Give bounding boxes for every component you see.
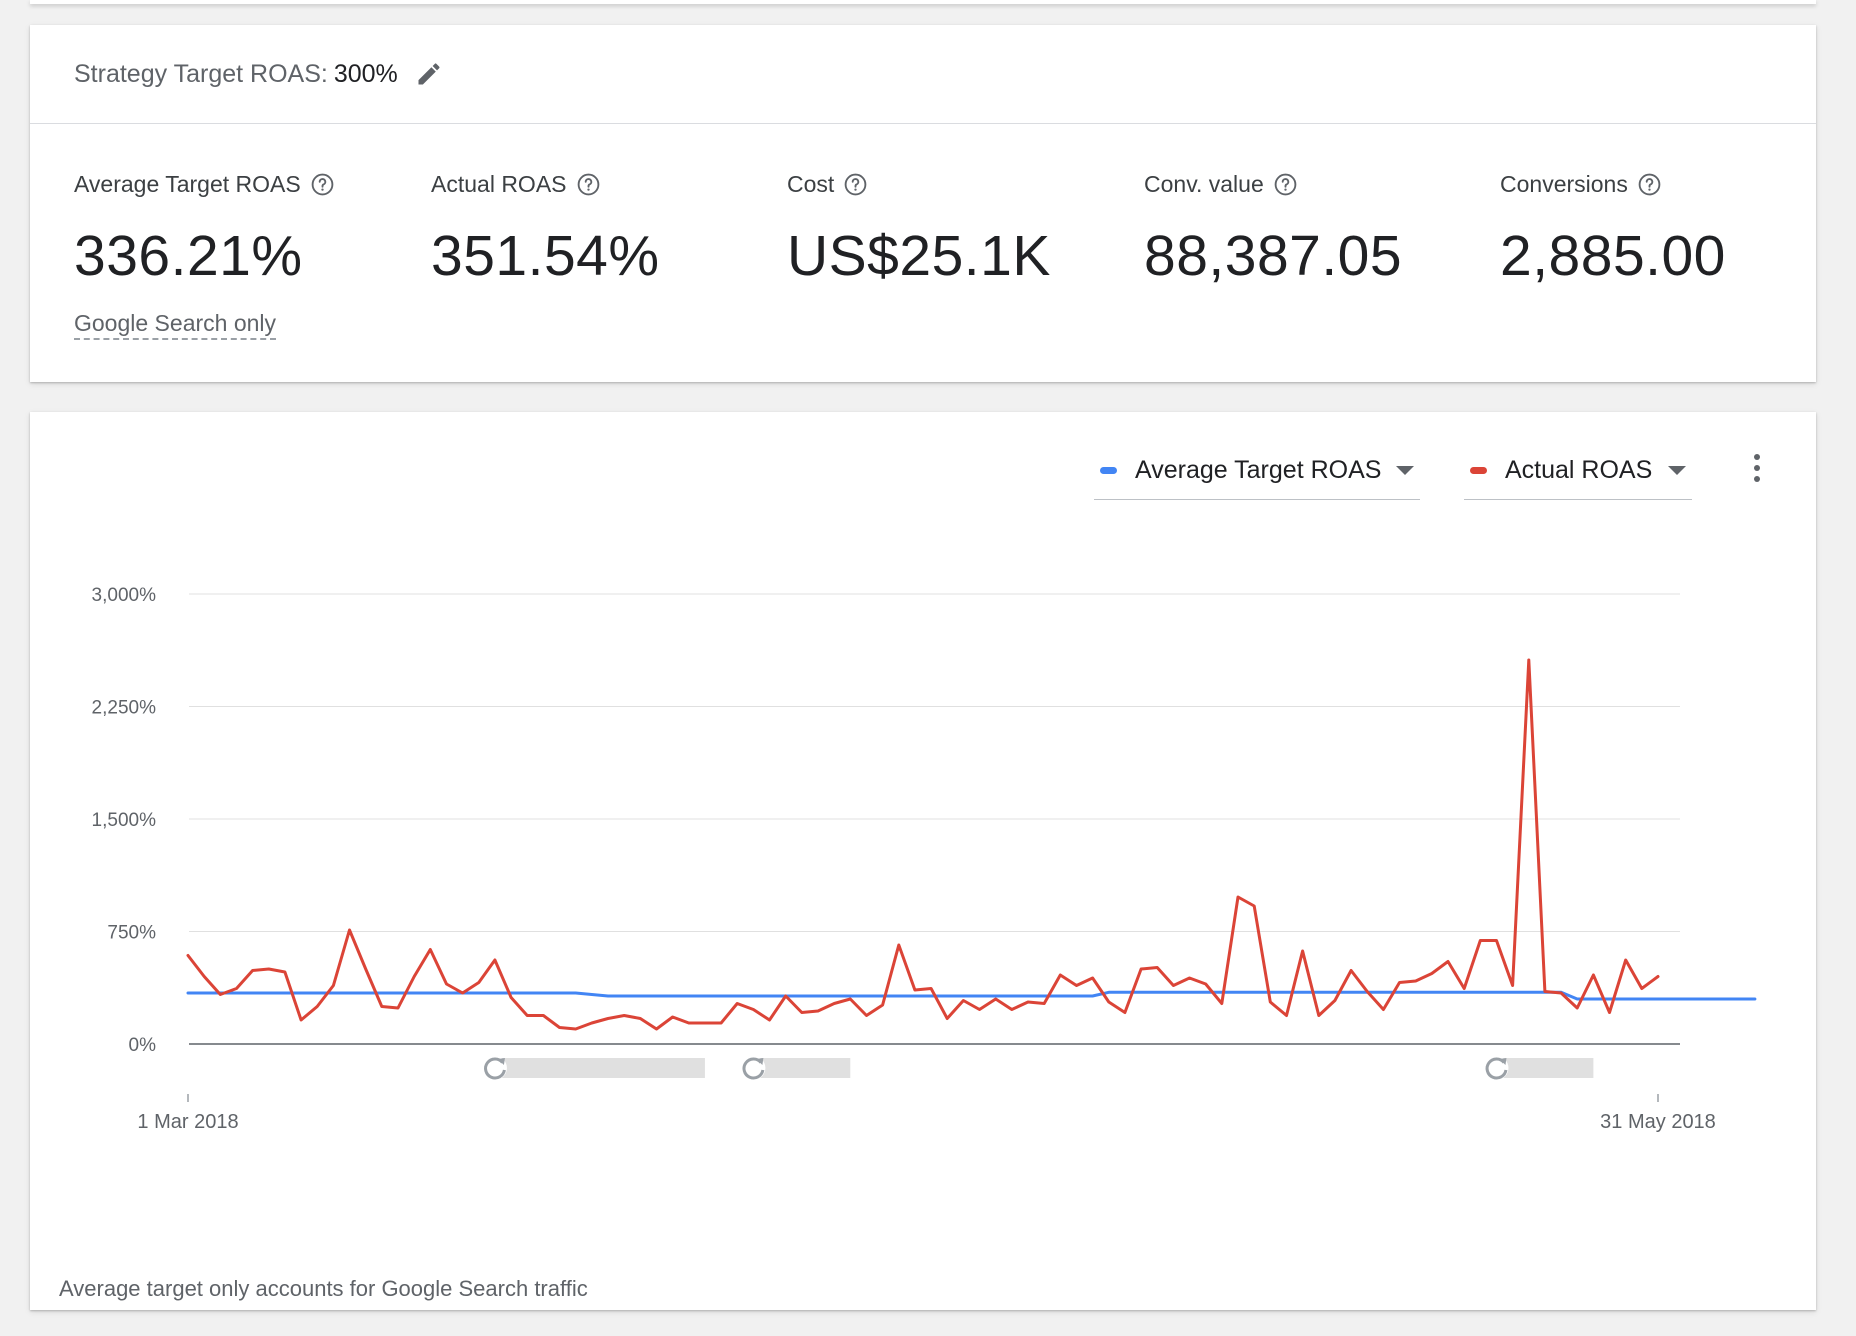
metric-label: Conv. value: [1144, 170, 1264, 197]
series2-metric-select[interactable]: Actual ROAS: [1464, 442, 1692, 500]
pencil-icon[interactable]: [412, 57, 446, 91]
roas-line-chart: 0% 750% 1,500% 2,250% 3,000% 1 Mar 2018 31 May…: [92, 585, 1757, 1133]
metrics-row: Average Target ROAS 336.21% Actual ROAS …: [30, 124, 1816, 381]
help-icon[interactable]: [843, 172, 868, 197]
series2-swatch: [1470, 467, 1487, 474]
metric-value: 336.21%: [74, 224, 303, 288]
help-icon[interactable]: [576, 172, 601, 197]
y-tick-label: 1,500%: [92, 810, 157, 831]
metric-label: Average Target ROAS: [74, 170, 301, 197]
metric-value: US$25.1K: [787, 224, 1051, 288]
refresh-icon[interactable]: [482, 1056, 507, 1080]
help-icon[interactable]: [1273, 172, 1298, 197]
series1-swatch: [1100, 467, 1117, 474]
y-tick-label: 3,000%: [92, 585, 157, 606]
metric-label: Actual ROAS: [431, 170, 567, 197]
metric-average-target-roas: Average Target ROAS 336.21%: [74, 170, 335, 288]
metric-label: Conversions: [1500, 170, 1628, 197]
strategy-change-bar: [753, 1058, 851, 1078]
refresh-icon[interactable]: [1484, 1056, 1509, 1080]
strategy-header: Strategy Target ROAS: 300%: [30, 25, 1816, 124]
chevron-down-icon: [1396, 466, 1414, 475]
chevron-down-icon: [1668, 466, 1686, 475]
strategy-change-bar: [494, 1058, 705, 1078]
strategy-change-bar: [1496, 1058, 1594, 1078]
metric-conv-value: Conv. value 88,387.05: [1144, 170, 1403, 289]
bid-strategy-summary-card: Strategy Target ROAS: 300% Average Targe…: [30, 25, 1816, 382]
strategy-target-label: Strategy Target ROAS:: [74, 59, 328, 88]
series1-metric-select[interactable]: Average Target ROAS: [1094, 442, 1420, 500]
average-target-roas-line: [186, 990, 1757, 1001]
metric-label: Cost: [787, 170, 835, 197]
metric-conversions: Conversions 2,885.00: [1500, 170, 1726, 289]
x-tick-label: 31 May 2018: [1600, 1111, 1716, 1133]
google-search-only-link[interactable]: Google Search only: [74, 310, 277, 340]
actual-roas-line: [186, 658, 1660, 1031]
y-tick-label: 750%: [107, 923, 156, 944]
metric-value: 351.54%: [431, 224, 660, 288]
roas-chart-card: Average Target ROAS Actual ROAS 0% 750% 1,…: [30, 412, 1816, 1310]
metric-value: 2,885.00: [1500, 224, 1726, 288]
strategy-target-value: 300%: [333, 59, 398, 88]
x-tick-label: 1 Mar 2018: [137, 1111, 238, 1133]
metric-actual-roas: Actual ROAS 351.54%: [431, 170, 660, 289]
series1-label: Average Target ROAS: [1135, 456, 1382, 484]
refresh-icon[interactable]: [741, 1056, 766, 1080]
metric-value: 88,387.05: [1144, 224, 1403, 288]
help-icon[interactable]: [1637, 172, 1662, 197]
previous-card-edge: [30, 0, 1816, 4]
y-tick-label: 2,250%: [92, 698, 157, 719]
more-options-icon[interactable]: [1742, 446, 1772, 490]
y-tick-label: 0%: [129, 1035, 157, 1056]
help-icon[interactable]: [310, 172, 335, 197]
metric-cost: Cost US$25.1K: [787, 170, 1051, 289]
series2-label: Actual ROAS: [1505, 456, 1653, 484]
chart-footnote: Average target only accounts for Google …: [59, 1276, 588, 1301]
